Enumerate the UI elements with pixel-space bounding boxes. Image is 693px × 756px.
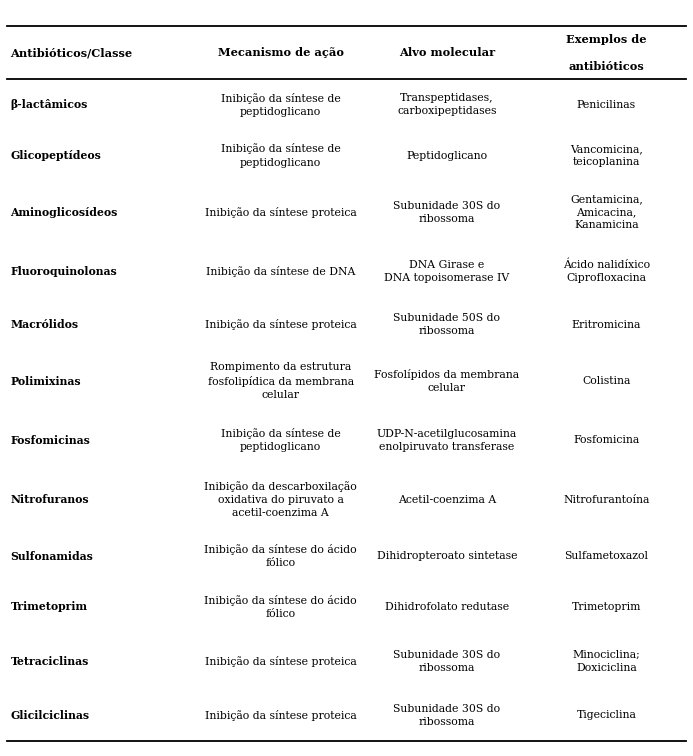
Text: Glicopeptídeos: Glicopeptídeos [10, 150, 101, 161]
Text: Trimetoprim: Trimetoprim [10, 602, 87, 612]
Text: Minociclina;
Doxiciclina: Minociclina; Doxiciclina [572, 649, 640, 673]
Text: Glicilciclinas: Glicilciclinas [10, 710, 89, 721]
Text: Subunidade 50S do
ribossoma: Subunidade 50S do ribossoma [394, 313, 500, 336]
Text: Fosfomicina: Fosfomicina [573, 435, 640, 445]
Text: Alvo molecular: Alvo molecular [399, 48, 495, 58]
Text: Nitrofurantoína: Nitrofurantoína [563, 494, 649, 504]
Text: Rompimento da estrutura
fosfolipídica da membrana
celular: Rompimento da estrutura fosfolipídica da… [208, 362, 353, 400]
Text: UDP-N-acetilglucosamina
enolpiruvato transferase: UDP-N-acetilglucosamina enolpiruvato tra… [377, 429, 517, 452]
Text: Gentamicina,
Amicacina,
Kanamicina: Gentamicina, Amicacina, Kanamicina [570, 194, 643, 231]
Text: Sulfametoxazol: Sulfametoxazol [564, 551, 649, 561]
Text: Inibição da síntese do ácido
fólico: Inibição da síntese do ácido fólico [204, 544, 357, 569]
Text: antibióticos: antibióticos [568, 61, 644, 72]
Text: Macrólidos: Macrólidos [10, 319, 78, 330]
Text: Aminoglicosídeos: Aminoglicosídeos [10, 206, 118, 218]
Text: Subunidade 30S do
ribossoma: Subunidade 30S do ribossoma [394, 649, 500, 673]
Text: Inibição da síntese proteica: Inibição da síntese proteica [205, 710, 356, 721]
Text: Inibição da síntese proteica: Inibição da síntese proteica [205, 319, 356, 330]
Text: Tetraciclinas: Tetraciclinas [10, 655, 89, 667]
Text: Subunidade 30S do
ribossoma: Subunidade 30S do ribossoma [394, 200, 500, 224]
Text: DNA Girase e
DNA topoisomerase IV: DNA Girase e DNA topoisomerase IV [385, 260, 509, 283]
Text: Fosfomicinas: Fosfomicinas [10, 435, 90, 446]
Text: Fluoroquinolonas: Fluoroquinolonas [10, 266, 117, 277]
Text: Inibição da síntese proteica: Inibição da síntese proteica [205, 206, 356, 218]
Text: Dihidropteroato sintetase: Dihidropteroato sintetase [377, 551, 517, 561]
Text: Exemplos de: Exemplos de [566, 34, 647, 45]
Text: Inibição da descarboxilação
oxidativa do piruvato a
acetil-coenzima A: Inibição da descarboxilação oxidativa do… [204, 481, 357, 518]
Text: Eritromicina: Eritromicina [572, 320, 641, 330]
Text: Vancomicina,
teicoplanina: Vancomicina, teicoplanina [570, 144, 643, 167]
Text: Antibióticos/Classe: Antibióticos/Classe [10, 48, 132, 58]
Text: Acetil-coenzima A: Acetil-coenzima A [398, 494, 496, 504]
Text: Sulfonamidas: Sulfonamidas [10, 550, 94, 562]
Text: Inibição da síntese proteica: Inibição da síntese proteica [205, 655, 356, 667]
Text: Dihidrofolato redutase: Dihidrofolato redutase [385, 602, 509, 612]
Text: Fosfolípidos da membrana
celular: Fosfolípidos da membrana celular [374, 369, 520, 393]
Text: Peptidoglicano: Peptidoglicano [406, 150, 488, 160]
Text: Inibição da síntese do ácido
fólico: Inibição da síntese do ácido fólico [204, 595, 357, 619]
Text: Inibição da síntese de DNA: Inibição da síntese de DNA [206, 266, 356, 277]
Text: Inibição da síntese de
peptidoglicano: Inibição da síntese de peptidoglicano [221, 93, 340, 117]
Text: Inibição da síntese de
peptidoglicano: Inibição da síntese de peptidoglicano [221, 144, 340, 168]
Text: Mecanismo de ação: Mecanismo de ação [218, 48, 344, 58]
Text: Inibição da síntese de
peptidoglicano: Inibição da síntese de peptidoglicano [221, 429, 340, 453]
Text: Trimetoprim: Trimetoprim [572, 602, 641, 612]
Text: Penicilinas: Penicilinas [577, 100, 636, 110]
Text: Tigeciclina: Tigeciclina [577, 711, 636, 720]
Text: Ácido nalidíxico
Ciprofloxacina: Ácido nalidíxico Ciprofloxacina [563, 259, 650, 284]
Text: Nitrofuranos: Nitrofuranos [10, 494, 89, 505]
Text: β-lactâmicos: β-lactâmicos [10, 99, 88, 110]
Text: Colistina: Colistina [582, 376, 631, 386]
Text: Subunidade 30S do
ribossoma: Subunidade 30S do ribossoma [394, 704, 500, 727]
Text: Polimixinas: Polimixinas [10, 376, 81, 387]
Text: Transpeptidases,
carboxipeptidases: Transpeptidases, carboxipeptidases [397, 93, 497, 116]
